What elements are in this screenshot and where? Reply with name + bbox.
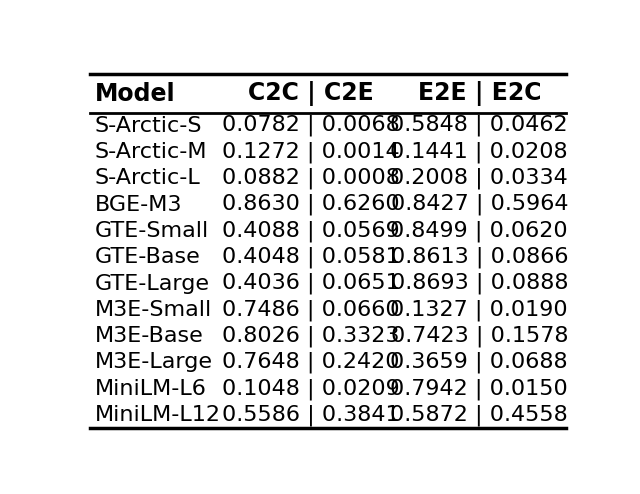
Text: 0.5848 | 0.0462: 0.5848 | 0.0462: [390, 115, 568, 136]
Text: 0.8613 | 0.0866: 0.8613 | 0.0866: [390, 247, 568, 268]
Text: 0.0782 | 0.0068: 0.0782 | 0.0068: [222, 115, 399, 136]
Text: GTE-Small: GTE-Small: [95, 221, 209, 241]
Text: 0.8630 | 0.6260: 0.8630 | 0.6260: [222, 194, 399, 215]
Text: BGE-M3: BGE-M3: [95, 195, 182, 214]
Text: 0.7486 | 0.0660: 0.7486 | 0.0660: [222, 299, 399, 321]
Text: 0.4088 | 0.0569: 0.4088 | 0.0569: [222, 220, 399, 242]
Text: M3E-Base: M3E-Base: [95, 326, 204, 346]
Text: Model: Model: [95, 82, 175, 106]
Text: 0.8693 | 0.0888: 0.8693 | 0.0888: [390, 273, 568, 294]
Text: MiniLM-L12: MiniLM-L12: [95, 405, 221, 425]
Text: 0.3659 | 0.0688: 0.3659 | 0.0688: [390, 352, 568, 373]
Text: 0.5586 | 0.3841: 0.5586 | 0.3841: [222, 405, 399, 426]
Text: 0.7648 | 0.2420: 0.7648 | 0.2420: [222, 352, 399, 373]
Text: 0.4036 | 0.0651: 0.4036 | 0.0651: [222, 273, 399, 294]
Text: S-Arctic-S: S-Arctic-S: [95, 116, 202, 136]
Text: 0.8427 | 0.5964: 0.8427 | 0.5964: [390, 194, 568, 215]
Text: E2E | E2C: E2E | E2C: [417, 81, 541, 106]
Text: GTE-Base: GTE-Base: [95, 247, 200, 267]
Text: 0.1272 | 0.0014: 0.1272 | 0.0014: [222, 141, 399, 163]
Text: 0.8499 | 0.0620: 0.8499 | 0.0620: [390, 220, 568, 242]
Text: GTE-Large: GTE-Large: [95, 274, 210, 293]
Text: S-Arctic-M: S-Arctic-M: [95, 142, 207, 162]
Text: 0.7423 | 0.1578: 0.7423 | 0.1578: [390, 326, 568, 347]
Text: 0.8026 | 0.3323: 0.8026 | 0.3323: [222, 326, 399, 347]
Text: 0.0882 | 0.0008: 0.0882 | 0.0008: [221, 167, 399, 189]
Text: 0.1048 | 0.0209: 0.1048 | 0.0209: [222, 378, 399, 400]
Text: 0.2008 | 0.0334: 0.2008 | 0.0334: [390, 167, 568, 189]
Text: 0.7942 | 0.0150: 0.7942 | 0.0150: [390, 378, 568, 400]
Text: C2C | C2E: C2C | C2E: [248, 81, 374, 106]
Text: M3E-Small: M3E-Small: [95, 300, 212, 320]
Text: 0.1327 | 0.0190: 0.1327 | 0.0190: [390, 299, 568, 321]
Text: 0.1441 | 0.0208: 0.1441 | 0.0208: [390, 141, 568, 163]
Text: 0.4048 | 0.0581: 0.4048 | 0.0581: [222, 247, 399, 268]
Text: MiniLM-L6: MiniLM-L6: [95, 379, 207, 399]
Text: 0.5872 | 0.4558: 0.5872 | 0.4558: [390, 405, 568, 426]
Text: M3E-Large: M3E-Large: [95, 353, 213, 372]
Text: S-Arctic-L: S-Arctic-L: [95, 168, 200, 188]
